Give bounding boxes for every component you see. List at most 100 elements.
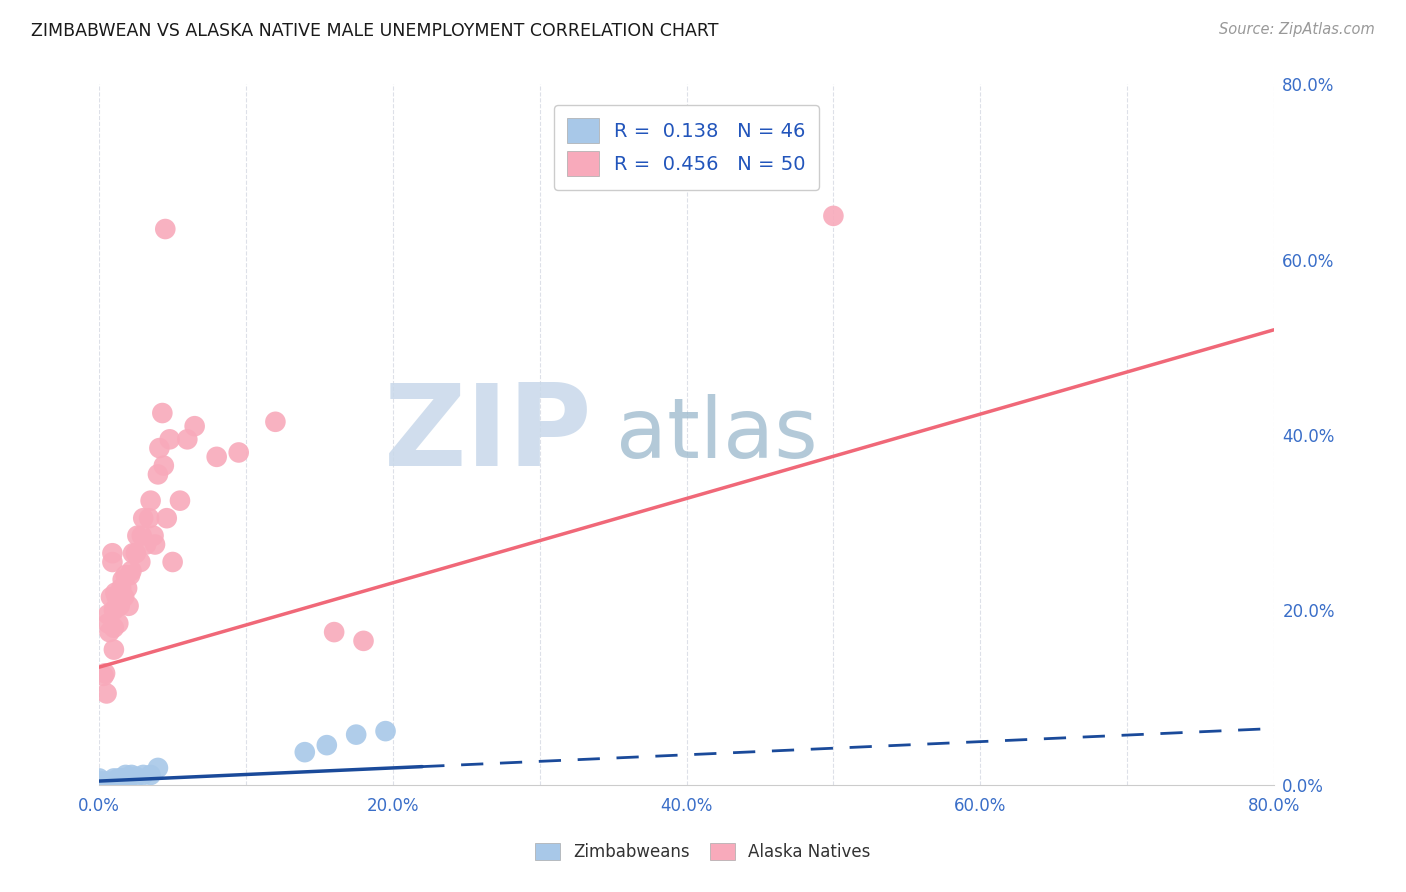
Point — [93, 669, 115, 683]
Point — [103, 603, 125, 617]
Point — [91, 775, 114, 789]
Point — [139, 768, 162, 782]
Legend: Zimbabweans, Alaska Natives: Zimbabweans, Alaska Natives — [529, 836, 877, 868]
Point — [176, 433, 198, 447]
Point — [103, 642, 125, 657]
Point — [94, 779, 117, 793]
Point — [183, 419, 205, 434]
Point — [104, 585, 127, 599]
Point — [117, 772, 139, 786]
Point — [138, 511, 160, 525]
Point — [101, 546, 124, 560]
Point — [112, 590, 135, 604]
Point — [90, 779, 112, 793]
Point — [150, 406, 173, 420]
Point — [94, 666, 117, 681]
Point — [98, 779, 121, 793]
Point — [115, 582, 138, 596]
Point — [111, 573, 134, 587]
Point — [374, 724, 396, 739]
Point — [89, 779, 111, 793]
Point — [98, 775, 121, 789]
Point — [125, 770, 148, 784]
Point — [127, 529, 149, 543]
Point — [169, 493, 191, 508]
Point — [89, 779, 111, 793]
Point — [89, 779, 111, 793]
Point — [131, 529, 153, 543]
Point — [129, 555, 152, 569]
Point — [125, 546, 148, 560]
Point — [89, 779, 111, 793]
Point — [353, 633, 375, 648]
Point — [139, 493, 162, 508]
Point — [93, 779, 115, 793]
Point — [323, 625, 346, 640]
Text: ZIP: ZIP — [384, 379, 592, 491]
Point — [97, 775, 120, 789]
Point — [294, 745, 316, 759]
Point — [228, 445, 250, 459]
Text: ZIMBABWEAN VS ALASKA NATIVE MALE UNEMPLOYMENT CORRELATION CHART: ZIMBABWEAN VS ALASKA NATIVE MALE UNEMPLO… — [31, 22, 718, 40]
Point — [105, 775, 128, 789]
Point — [114, 568, 136, 582]
Point — [117, 599, 139, 613]
Point — [89, 779, 111, 793]
Point — [105, 590, 128, 604]
Point — [100, 779, 122, 793]
Point — [146, 761, 169, 775]
Point — [118, 568, 141, 582]
Point — [108, 599, 131, 613]
Point — [96, 779, 118, 793]
Point — [122, 546, 145, 560]
Point — [100, 775, 122, 789]
Point — [103, 772, 125, 786]
Point — [110, 582, 132, 596]
Point — [159, 433, 181, 447]
Point — [156, 511, 179, 525]
Point — [90, 779, 112, 793]
Point — [110, 772, 132, 786]
Point — [94, 775, 117, 789]
Text: Source: ZipAtlas.com: Source: ZipAtlas.com — [1219, 22, 1375, 37]
Point — [143, 537, 166, 551]
Point — [107, 616, 129, 631]
Point — [148, 441, 170, 455]
Point — [93, 775, 115, 789]
Point — [98, 625, 121, 640]
Point — [121, 768, 143, 782]
Point — [89, 772, 111, 786]
Point — [823, 209, 845, 223]
Point — [107, 772, 129, 786]
Point — [205, 450, 228, 464]
Text: atlas: atlas — [616, 394, 818, 475]
Point — [89, 775, 111, 789]
Point — [103, 621, 125, 635]
Point — [97, 616, 120, 631]
Point — [132, 768, 155, 782]
Point — [97, 779, 120, 793]
Point — [94, 779, 117, 793]
Point — [91, 779, 114, 793]
Point — [153, 458, 176, 473]
Point — [96, 775, 118, 789]
Point — [97, 607, 120, 622]
Point — [142, 529, 165, 543]
Point — [96, 686, 118, 700]
Point — [344, 728, 367, 742]
Point — [114, 768, 136, 782]
Point — [146, 467, 169, 482]
Point — [111, 772, 134, 786]
Point — [155, 222, 177, 236]
Point — [89, 775, 111, 789]
Point — [121, 564, 143, 578]
Point — [101, 555, 124, 569]
Point — [108, 775, 131, 789]
Point — [264, 415, 287, 429]
Point — [100, 590, 122, 604]
Point — [132, 511, 155, 525]
Point — [135, 537, 157, 551]
Point — [101, 775, 124, 789]
Point — [162, 555, 184, 569]
Point — [90, 775, 112, 789]
